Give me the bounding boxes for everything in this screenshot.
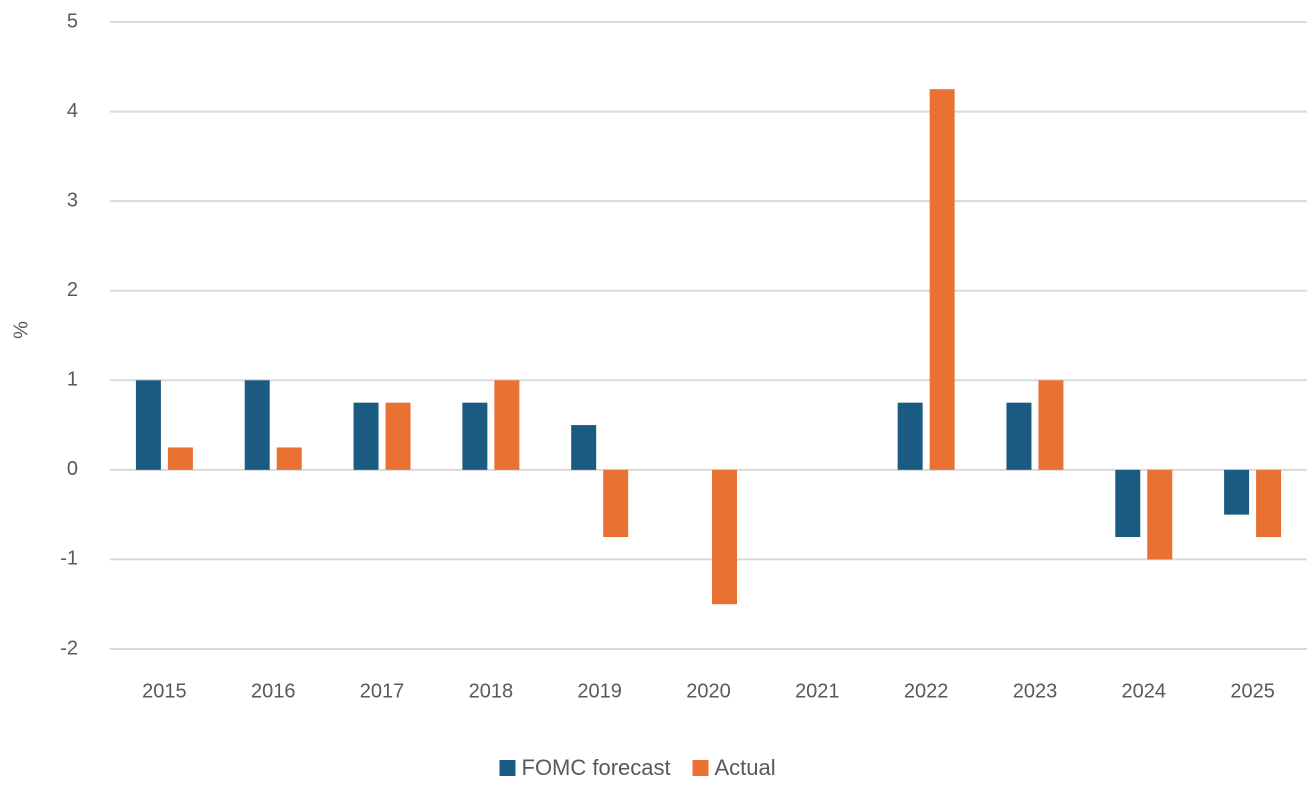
bar (462, 402, 488, 470)
y-tick-label: -2 (60, 637, 78, 659)
x-tick-label: 2022 (904, 680, 949, 702)
y-tick-label: 2 (67, 279, 78, 301)
bar (712, 469, 737, 605)
x-tick-label: 2016 (251, 680, 296, 702)
legend-label: FOMC forecast (522, 755, 671, 780)
bar (571, 425, 597, 470)
bar (929, 89, 955, 470)
bar (1115, 469, 1141, 538)
bar (494, 380, 520, 470)
x-tick-label: 2019 (577, 680, 622, 702)
y-tick-label: 5 (67, 10, 78, 32)
x-tick-label: 2020 (686, 680, 731, 702)
x-tick-label: 2023 (1013, 680, 1058, 702)
y-tick-label: -1 (60, 548, 78, 570)
bar (385, 402, 411, 470)
x-tick-label: 2017 (360, 680, 405, 702)
y-axis-label: % (10, 321, 32, 339)
x-tick-label: 2015 (142, 680, 187, 702)
bar (1224, 469, 1250, 515)
bar (244, 380, 270, 470)
bar (135, 380, 161, 470)
y-tick-label: 1 (67, 369, 78, 391)
bar (1256, 469, 1282, 538)
y-tick-label: 4 (67, 100, 78, 122)
bar (603, 469, 629, 538)
bar (1006, 402, 1032, 470)
bar (1147, 469, 1173, 560)
x-tick-label: 2024 (1122, 680, 1167, 702)
y-tick-label: 0 (67, 458, 78, 480)
x-tick-label: 2018 (469, 680, 514, 702)
bar (167, 447, 193, 470)
bar (276, 447, 302, 470)
bar (897, 402, 923, 470)
bar (1038, 380, 1064, 470)
bar (353, 402, 379, 470)
y-tick-label: 3 (67, 189, 78, 211)
x-tick-label: 2025 (1230, 680, 1275, 702)
legend-swatch (692, 760, 709, 776)
legend-label: Actual (715, 755, 776, 780)
legend-swatch (499, 760, 516, 776)
x-tick-label: 2021 (795, 680, 840, 702)
